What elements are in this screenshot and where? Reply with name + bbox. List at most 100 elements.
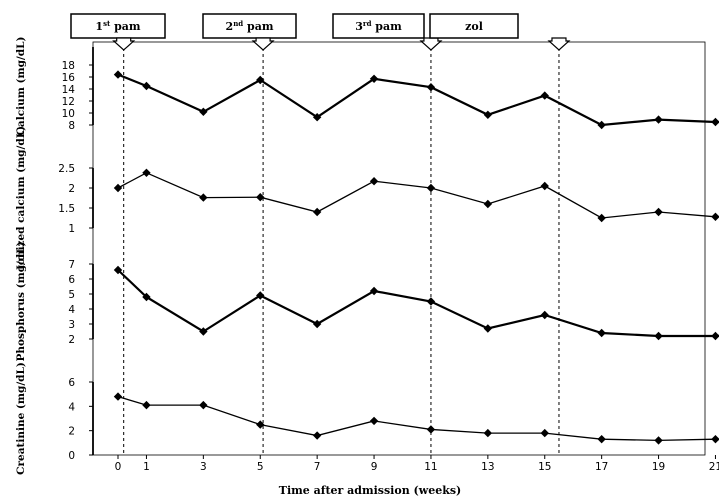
data-point	[597, 328, 606, 338]
y-tick-label: 2	[68, 334, 75, 346]
plot-frame	[92, 41, 706, 456]
x-tick-label: 7	[314, 461, 321, 473]
y-tick-label: 12	[62, 96, 75, 108]
event-box	[70, 13, 166, 39]
event-arrow-icon	[251, 37, 275, 51]
x-tick-label: 0	[115, 461, 122, 473]
event-label: 2nd pam	[226, 19, 274, 33]
data-point	[540, 91, 549, 100]
data-point	[113, 392, 123, 401]
data-point	[142, 81, 151, 91]
y-tick-label: 4	[68, 401, 75, 413]
data-point	[483, 199, 493, 209]
data-point	[483, 428, 493, 438]
event-arrow-icon	[547, 37, 571, 51]
y-tick-label: 0	[68, 450, 75, 462]
x-axis: 0135791113151719212325	[115, 455, 719, 473]
data-point	[142, 400, 151, 410]
y-tick-label: 4	[68, 304, 75, 316]
data-point	[312, 319, 322, 329]
data-point	[256, 291, 265, 300]
x-tick-label: 1	[143, 461, 150, 473]
data-point	[199, 327, 208, 336]
data-point	[256, 193, 265, 202]
event-label: 3rd pam	[355, 19, 402, 33]
plot-border	[92, 41, 706, 456]
data-point	[312, 431, 322, 440]
event-arrow-icon	[112, 37, 136, 51]
panel: 2 3 4 5 6 7 Phosphorus (mg/dL)	[15, 241, 719, 362]
data-point	[654, 115, 663, 124]
y-tick-label: 8	[68, 120, 75, 132]
y-tick-label: 1	[68, 223, 75, 235]
data-point	[312, 207, 322, 217]
y-axis-label: Creatinine (mg/dL)	[15, 362, 27, 475]
event-box	[332, 13, 425, 39]
data-point	[597, 120, 606, 130]
x-tick-label: 21	[709, 461, 719, 473]
data-point	[654, 436, 663, 445]
data-point	[597, 213, 606, 223]
data-point	[369, 177, 379, 186]
data-point	[711, 331, 719, 341]
data-point	[654, 207, 663, 217]
y-axis-label: Ionized calcium (mg/dL)	[15, 126, 27, 270]
panel: 1 1.5 2 2.5 Ionized calcium (mg/dL)	[15, 126, 719, 270]
y-tick-label: 2	[68, 426, 75, 438]
panel: 0 2 4 6 Creatinine (mg/dL)	[15, 362, 719, 475]
data-point	[142, 168, 151, 177]
data-point	[369, 286, 379, 296]
y-tick-label: 7	[68, 259, 75, 271]
data-point	[369, 74, 379, 83]
event-marker: 1st pam	[70, 13, 166, 455]
data-point	[199, 400, 208, 410]
y-tick-label: 5	[68, 289, 75, 301]
x-axis-label: Time after admission (weeks)	[279, 484, 461, 497]
x-tick-label: 15	[538, 461, 551, 473]
y-tick-label: 6	[68, 274, 75, 286]
data-point	[113, 265, 123, 275]
y-axis-label: Phosphorus (mg/dL)	[15, 241, 27, 361]
event-box	[429, 13, 519, 39]
data-point	[540, 310, 549, 320]
data-point	[711, 434, 719, 444]
y-tick-label: 1.5	[58, 203, 75, 215]
data-point	[540, 181, 549, 191]
data-point	[483, 110, 493, 119]
event-marker: zol	[429, 13, 571, 455]
series-line	[117, 395, 719, 442]
data-point	[426, 83, 436, 92]
x-tick-label: 5	[257, 461, 264, 473]
data-point	[113, 183, 123, 193]
event-label: zol	[465, 20, 483, 33]
event-marker: 2nd pam	[202, 13, 297, 455]
y-axis-label: Calcium (mg/dL)	[15, 37, 27, 136]
y-tick-label: 2	[68, 183, 75, 195]
data-point	[711, 212, 719, 221]
data-point	[312, 113, 322, 122]
data-point	[113, 70, 123, 79]
x-tick-label: 3	[200, 461, 207, 473]
x-tick-label: 19	[652, 461, 665, 473]
event-marker: 3rd pam	[332, 13, 443, 455]
event-arrow-icon	[419, 37, 443, 51]
series-line	[117, 269, 719, 338]
y-tick-label: 10	[62, 108, 75, 120]
series-line	[117, 172, 719, 219]
y-tick-label: 16	[62, 72, 76, 84]
data-point	[369, 416, 379, 426]
event-markers: 1st pam 2nd pam 3rd pam zol	[70, 13, 571, 455]
data-point	[142, 292, 151, 302]
y-tick-label: 14	[62, 84, 76, 96]
event-label: 1st pam	[95, 19, 140, 33]
data-point	[256, 420, 265, 429]
event-box	[202, 13, 297, 39]
data-point	[654, 331, 663, 341]
y-tick-label: 3	[68, 319, 75, 331]
data-point	[199, 107, 208, 116]
data-point	[597, 434, 606, 444]
data-point	[483, 324, 493, 333]
